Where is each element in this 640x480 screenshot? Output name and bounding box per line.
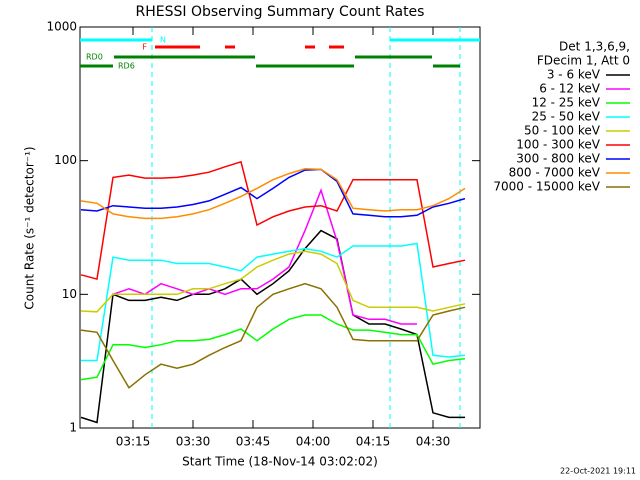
- legend-label: 50 - 100 keV: [524, 124, 601, 138]
- series-line: [112, 188, 417, 325]
- flag-label: N: [160, 36, 166, 45]
- flag-label: RD6: [118, 62, 135, 71]
- chart-title: RHESSI Observing Summary Count Rates: [136, 4, 425, 20]
- legend-header: FDecim 1, Att 0: [537, 54, 630, 68]
- legend-label: 7000 - 15000 keV: [493, 180, 600, 194]
- legend-label: 6 - 12 keV: [539, 82, 601, 96]
- y-tick-label: 10: [62, 287, 77, 301]
- series-line: [80, 314, 466, 381]
- plot-frame: [79, 26, 481, 429]
- legend-header: Det 1,3,6,9,: [559, 40, 630, 54]
- x-tick-label: 04:15: [356, 435, 391, 449]
- series-line: [80, 168, 466, 220]
- series-line: [80, 160, 466, 281]
- y-tick-label: 100: [54, 153, 77, 167]
- legend-label: 3 - 6 keV: [547, 68, 601, 82]
- x-tick-label: 03:30: [176, 435, 211, 449]
- legend-label: 12 - 25 keV: [532, 96, 601, 110]
- series-line: [80, 229, 465, 424]
- x-tick-label: 04:30: [416, 435, 451, 449]
- x-tick-label: 04:00: [296, 435, 331, 449]
- legend-label: 800 - 7000 keV: [509, 166, 601, 180]
- series-line: [81, 242, 466, 362]
- x-tick-label: 03:45: [236, 435, 271, 449]
- series-line: [80, 250, 466, 313]
- x-axis-label: Start Time (18-Nov-14 03:02:02): [182, 455, 378, 469]
- legend-label: 300 - 800 keV: [516, 152, 600, 166]
- legend-label: 100 - 300 keV: [516, 138, 600, 152]
- flag-label: F: [142, 43, 147, 52]
- flag-label: RD0: [86, 53, 103, 62]
- y-tick-label: 1: [69, 421, 77, 435]
- legend-label: 25 - 50 keV: [532, 110, 601, 124]
- x-tick-label: 03:15: [116, 435, 151, 449]
- series-line: [80, 282, 466, 389]
- series-line: [80, 168, 466, 218]
- y-axis-label: Count Rate (s⁻¹ detector⁻¹): [23, 146, 37, 309]
- y-tick-label: 1000: [46, 20, 77, 34]
- footer: 22-Oct-2021 19:11: [560, 467, 636, 476]
